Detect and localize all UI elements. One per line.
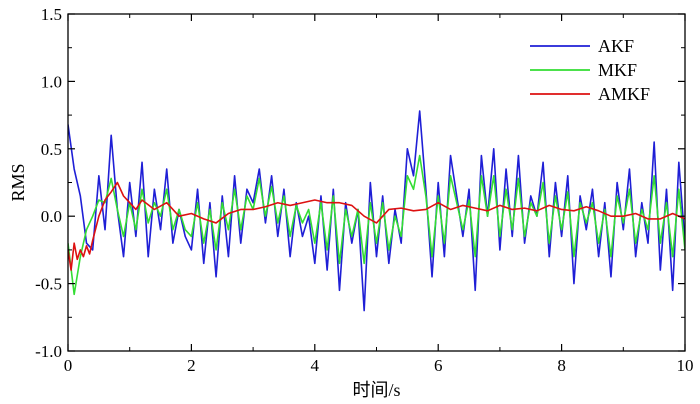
y-tick-label: -1.0 xyxy=(35,342,62,361)
y-tick-label: 0.0 xyxy=(41,207,62,226)
legend-label-amkf: AMKF xyxy=(598,84,650,104)
y-tick-label: -0.5 xyxy=(35,275,62,294)
x-tick-label: 10 xyxy=(677,356,694,375)
x-tick-label: 0 xyxy=(64,356,73,375)
series-layer xyxy=(68,110,685,312)
x-tick-label: 8 xyxy=(557,356,566,375)
series-line-mkf xyxy=(68,154,685,296)
y-tick-label: 0.5 xyxy=(41,140,62,159)
legend-label-akf: AKF xyxy=(598,36,634,56)
series-line-amkf xyxy=(68,181,685,271)
y-axis-title: RMS xyxy=(8,163,28,201)
x-tick-label: 6 xyxy=(434,356,443,375)
x-tick-label: 2 xyxy=(187,356,196,375)
series-line-akf xyxy=(68,110,685,312)
legend: AKF MKF AMKF xyxy=(530,36,650,104)
legend-label-mkf: MKF xyxy=(598,60,637,80)
plot-frame xyxy=(67,13,686,352)
ticks-layer: 0 2 4 6 8 10 -1.0 -0.5 0.0 0.5 1.0 1.5 xyxy=(35,5,693,375)
y-tick-label: 1.0 xyxy=(41,72,62,91)
x-axis-title: 时间/s xyxy=(352,380,400,400)
axes-layer xyxy=(67,13,686,352)
x-tick-label: 4 xyxy=(311,356,320,375)
y-tick-label: 1.5 xyxy=(41,5,62,24)
